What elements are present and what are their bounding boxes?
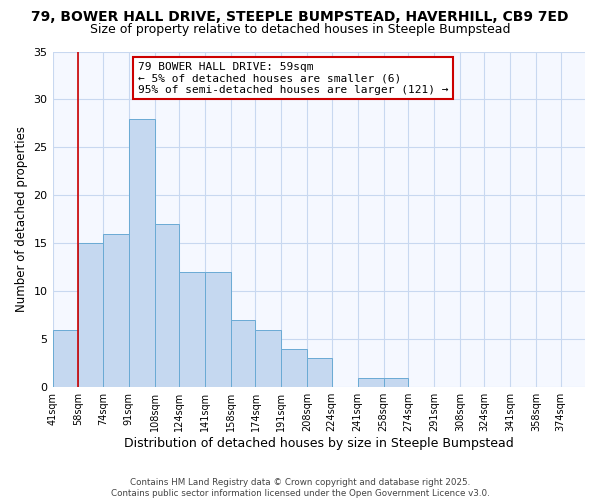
- Y-axis label: Number of detached properties: Number of detached properties: [15, 126, 28, 312]
- Bar: [358, 378, 383, 387]
- Bar: [129, 118, 155, 387]
- X-axis label: Distribution of detached houses by size in Steeple Bumpstead: Distribution of detached houses by size …: [124, 437, 514, 450]
- Text: 79, BOWER HALL DRIVE, STEEPLE BUMPSTEAD, HAVERHILL, CB9 7ED: 79, BOWER HALL DRIVE, STEEPLE BUMPSTEAD,…: [31, 10, 569, 24]
- Bar: [231, 320, 256, 387]
- Bar: [256, 330, 281, 387]
- Bar: [205, 272, 231, 387]
- Bar: [53, 330, 79, 387]
- Bar: [103, 234, 129, 387]
- Text: 79 BOWER HALL DRIVE: 59sqm
← 5% of detached houses are smaller (6)
95% of semi-d: 79 BOWER HALL DRIVE: 59sqm ← 5% of detac…: [138, 62, 448, 95]
- Text: Contains HM Land Registry data © Crown copyright and database right 2025.
Contai: Contains HM Land Registry data © Crown c…: [110, 478, 490, 498]
- Bar: [79, 244, 103, 387]
- Bar: [179, 272, 205, 387]
- Bar: [307, 358, 332, 387]
- Bar: [281, 349, 307, 387]
- Bar: [383, 378, 408, 387]
- Bar: [155, 224, 179, 387]
- Text: Size of property relative to detached houses in Steeple Bumpstead: Size of property relative to detached ho…: [90, 22, 510, 36]
